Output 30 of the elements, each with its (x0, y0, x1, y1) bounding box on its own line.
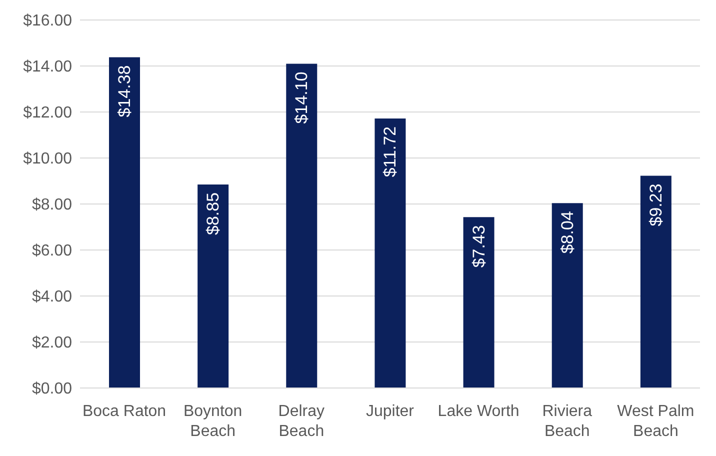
y-tick-label: $12.00 (23, 104, 72, 122)
y-tick-label: $2.00 (32, 334, 72, 352)
x-tick-label: Jupiter (366, 403, 415, 420)
data-label: $7.43 (469, 225, 488, 268)
data-label: $11.72 (380, 126, 400, 178)
x-tick-label: Riviera Beach (542, 403, 592, 440)
bar (286, 64, 318, 388)
bar (552, 203, 583, 388)
x-tick-label: Boynton Beach (184, 403, 242, 440)
bar (640, 176, 672, 388)
y-tick-label: $8.00 (32, 196, 72, 214)
y-tick-label: $14.00 (23, 58, 72, 76)
bar (463, 217, 494, 388)
y-tick-label: $4.00 (32, 288, 72, 306)
x-tick-label: Lake Worth (438, 403, 520, 420)
y-tick-label: $6.00 (32, 242, 72, 260)
x-tick-label: Delray Beach (278, 403, 325, 440)
data-label: $8.04 (558, 211, 577, 254)
bar (109, 57, 140, 388)
y-tick-label: $0.00 (32, 380, 72, 398)
y-tick-label: $10.00 (23, 150, 72, 168)
x-tick-label: Boca Raton (82, 403, 166, 420)
data-label: $14.38 (115, 65, 134, 118)
data-label: $9.23 (646, 184, 666, 226)
data-label: $8.85 (204, 192, 223, 235)
bar (374, 118, 406, 388)
y-tick-label: $16.00 (23, 12, 72, 30)
data-label: $14.10 (292, 72, 312, 124)
x-tick-label: West Palm Beach (617, 403, 694, 440)
bar (198, 184, 229, 388)
